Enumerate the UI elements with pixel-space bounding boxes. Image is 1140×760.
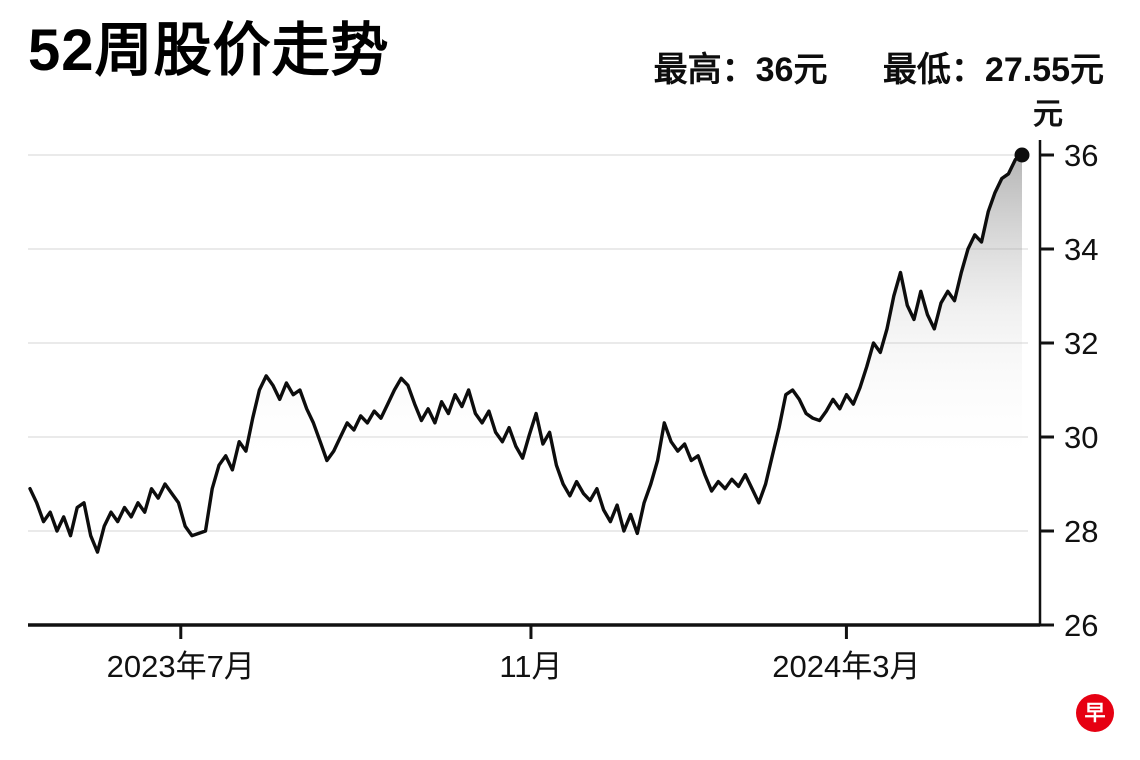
y-axis-unit-label: 元 xyxy=(1033,98,1063,131)
low-value-label: 最低：27.55元 xyxy=(882,51,1104,89)
high-value-label: 最高：36元 xyxy=(653,51,828,89)
x-tick-label: 11月 xyxy=(499,649,562,684)
price-line xyxy=(28,153,1024,554)
y-tick-label: 34 xyxy=(1064,232,1098,267)
price-area-fill xyxy=(30,155,1022,625)
y-axis-ticks: 26 28 30 32 34 36 xyxy=(1040,138,1098,643)
y-tick-label: 28 xyxy=(1064,514,1098,549)
x-axis-ticks: 2023年7月 11月 2024年3月 xyxy=(107,625,921,684)
latest-price-dot xyxy=(1014,147,1030,163)
x-tick-label: 2024年3月 xyxy=(772,649,920,684)
page-title: 52周股价走势 xyxy=(28,18,390,83)
x-tick-label: 2023年7月 xyxy=(107,649,255,684)
axes xyxy=(28,140,1042,627)
y-tick-label: 26 xyxy=(1064,608,1098,643)
zaobao-logo-text: 早 xyxy=(1084,701,1106,725)
y-tick-label: 30 xyxy=(1064,420,1098,455)
high-low-stats: 最高：36元 最低：27.55元 xyxy=(654,42,1104,91)
y-tick-label: 36 xyxy=(1064,138,1098,173)
zaobao-logo: 早 xyxy=(1076,694,1114,732)
y-tick-label: 32 xyxy=(1064,326,1098,361)
